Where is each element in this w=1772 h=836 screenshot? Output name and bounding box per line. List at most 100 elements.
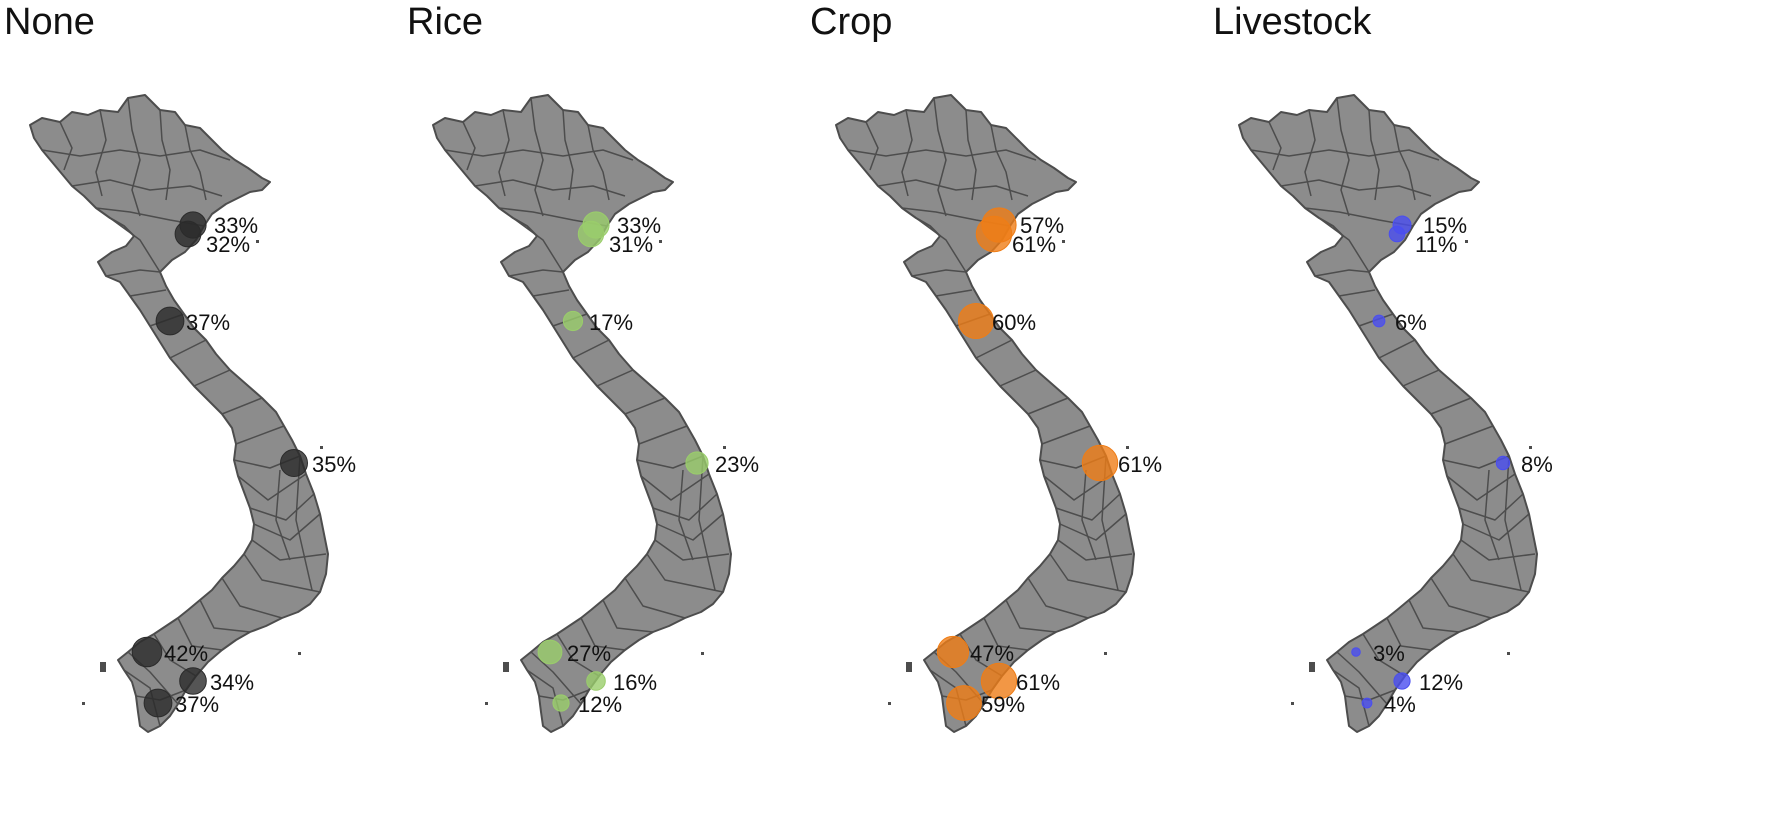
island [1062,240,1065,243]
province-border [1393,124,1416,201]
island [1465,240,1468,243]
province-border [1504,455,1522,591]
site-percent-label: 8% [1521,452,1553,477]
site-percent-label: 3% [1373,641,1405,666]
province-border [253,513,321,541]
site-percent-label: 15% [1423,213,1467,238]
province-border [295,455,313,591]
province-border [1338,289,1376,297]
province-border [652,493,718,521]
province-border [975,339,1013,359]
site-percent-label: 27% [567,641,611,666]
island [1126,446,1129,449]
island [1309,662,1315,672]
province-border [193,369,231,387]
province-borders [1250,97,1536,727]
province-border [59,121,73,171]
province-border [1250,149,1440,161]
site-bubble [1393,672,1411,690]
province-border [847,149,1037,161]
province-border [41,149,231,161]
province-border [444,149,634,161]
province-border [656,513,724,541]
province-border [1314,269,1370,277]
province-border [654,539,730,561]
province-border [580,617,626,651]
province-border [1318,217,1370,273]
province-border [275,469,291,561]
site-bubble [975,215,1013,253]
site-bubble [131,636,163,668]
site-bubble [155,306,185,336]
island [298,652,301,655]
map-panel-crop: Crop 57% 61% 60% 61% 47% 61% 59% [806,0,1249,836]
province-border [129,289,167,297]
site-bubble [562,310,584,332]
panel-title: Crop [810,1,893,43]
province-border [1408,599,1460,633]
province-border [933,97,947,217]
site-bubble [1361,697,1373,709]
site-bubble [936,635,970,669]
province-border [251,539,327,561]
province-border [512,217,564,273]
province-border [221,577,283,619]
province-border [587,124,610,201]
province-border [1460,539,1536,561]
map-panel-none: None 33% 32% 37% 35% 42% 34% 37% [0,0,443,836]
site-percent-label: 37% [175,692,219,717]
island [906,662,912,672]
province-border [646,553,724,593]
province-border [237,473,307,501]
site-percent-label: 34% [210,670,254,695]
province-border [990,124,1013,201]
province-border [474,179,626,197]
site-percent-label: 32% [206,232,250,257]
map-panel-livestock: Livestock 15% 11% 6% 8% 3% 12% 4% [1209,0,1652,836]
island [320,446,323,449]
site-percent-label: 42% [164,641,208,666]
province-border [95,109,107,197]
island [1104,652,1107,655]
island [485,702,488,705]
island [1507,652,1510,655]
province-border [1304,109,1316,197]
province-border [1446,473,1516,501]
island [100,662,106,672]
province-border [1027,577,1089,619]
province-border [915,217,967,273]
province-border [508,269,564,277]
site-percent-label: 17% [589,310,633,335]
province-border [1362,633,1406,677]
map-panel-rice: Rice 33% 31% 17% 23% 27% 16% 12% [403,0,846,836]
site-percent-label: 61% [1016,670,1060,695]
island [503,662,509,672]
province-border [177,617,223,651]
province-border [624,577,686,619]
province-border [71,179,223,197]
province-border [169,339,207,359]
province-border [1386,617,1432,651]
site-percent-label: 33% [214,213,258,238]
province-border [596,369,634,387]
province-border [1081,469,1097,561]
province-border [184,124,207,201]
site-bubble [980,662,1018,700]
vietnam-map: 15%11% 6% 8% 3% 12%4% [1238,94,1553,733]
province-border [1268,121,1282,171]
province-border [530,651,582,705]
province-border [1444,425,1494,445]
province-border [532,289,570,297]
island [1291,702,1294,705]
province-border [1005,599,1057,633]
site-bubble [143,688,173,718]
province-border [698,455,716,591]
province-border [640,473,710,501]
vietnam-map: 33%31% 17% 23% 27%16%12% [432,94,759,733]
province-border [221,397,263,415]
province-border [678,469,694,561]
province-border [999,369,1037,387]
province-border [911,269,967,277]
panel-title: Livestock [1213,1,1372,43]
site-bubble [586,671,606,691]
